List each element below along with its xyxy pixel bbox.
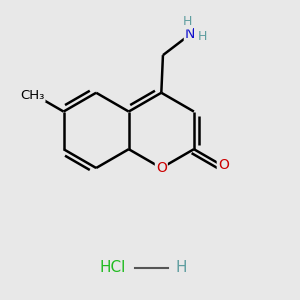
Text: H: H <box>175 260 187 275</box>
Text: N: N <box>185 27 195 41</box>
Text: H: H <box>183 16 192 28</box>
Text: O: O <box>156 161 167 175</box>
Text: O: O <box>218 158 229 172</box>
Text: H: H <box>198 30 207 43</box>
Text: CH₃: CH₃ <box>20 88 44 101</box>
Text: HCl: HCl <box>99 260 126 275</box>
